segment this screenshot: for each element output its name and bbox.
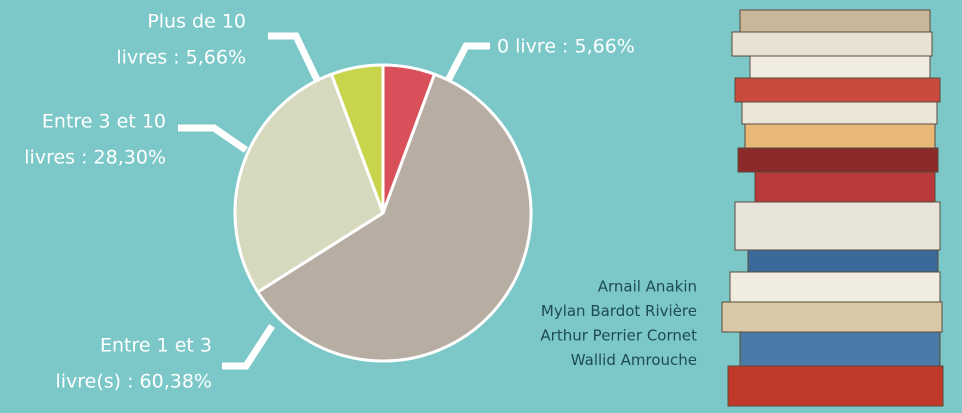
book xyxy=(728,366,943,406)
book-stack xyxy=(722,10,943,406)
slice-label: 0 livre : 5,66% xyxy=(497,36,635,58)
book xyxy=(745,124,935,148)
book xyxy=(740,332,940,366)
credit-name: Mylan Bardot Rivière xyxy=(541,302,697,320)
pie xyxy=(235,65,531,361)
slice-label: Entre 3 et 10 xyxy=(42,111,166,133)
credit-name: Arnail Anakin xyxy=(598,278,697,296)
book xyxy=(738,148,938,172)
infographic: 0 livre : 5,66% Entre 1 et 3 livre(s) : 60… xyxy=(0,0,962,413)
credit-name: Arthur Perrier Cornet xyxy=(540,327,697,345)
book xyxy=(730,272,940,302)
slice-label: livre(s) : 60,38% xyxy=(55,371,212,393)
slice-label: Entre 1 et 3 xyxy=(100,335,212,357)
book xyxy=(750,56,930,78)
slice-label: livres : 28,30% xyxy=(24,147,166,169)
book xyxy=(755,172,935,202)
book xyxy=(742,102,937,124)
slice-label: livres : 5,66% xyxy=(116,47,246,69)
book xyxy=(735,78,940,102)
credit-name: Wallid Amrouche xyxy=(571,351,697,369)
slice-label: Plus de 10 xyxy=(147,11,246,33)
book xyxy=(740,10,930,32)
book xyxy=(748,250,938,272)
book xyxy=(722,302,942,332)
book xyxy=(732,32,932,56)
book xyxy=(735,202,940,250)
